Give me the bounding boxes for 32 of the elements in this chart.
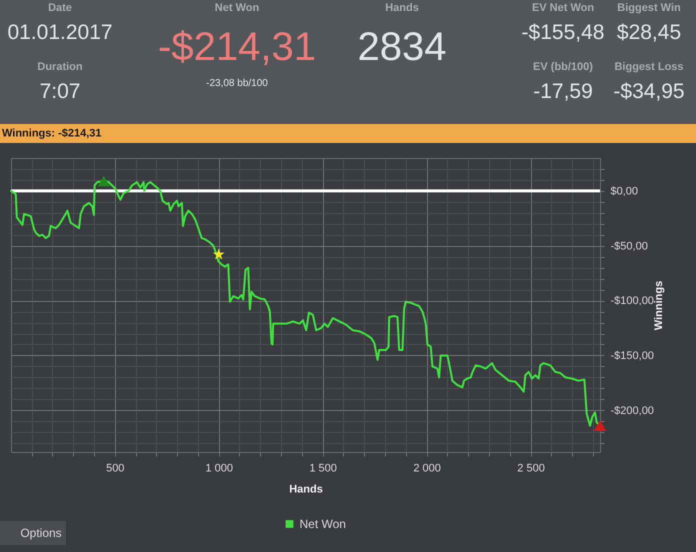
- text: 01.01.2017: [7, 21, 113, 44]
- x-tick-label: 2 000: [413, 462, 441, 474]
- text: EV (bb/100): [533, 61, 594, 73]
- text: -23,08 bb/100: [206, 78, 268, 89]
- text: Biggest Loss: [614, 61, 684, 73]
- y-tick-label: -$200,00: [610, 404, 654, 417]
- x-tick-label: 1 500: [309, 462, 337, 474]
- y-tick-label: -$150,00: [610, 350, 654, 362]
- text: EV Net Won: [532, 2, 594, 14]
- text: Date: [48, 2, 72, 14]
- text: Options: [20, 526, 62, 540]
- text: Net Won: [214, 2, 260, 14]
- chart-title: Winnings: -$214,31: [2, 128, 102, 140]
- x-tick-label: 500: [106, 462, 124, 474]
- text: -$214,31: [158, 25, 316, 69]
- text: Hands: [385, 2, 419, 14]
- text: -17,59: [533, 80, 593, 103]
- y-tick-label: -$50,00: [610, 240, 648, 252]
- text: -$155,48: [522, 21, 604, 44]
- x-tick-label: 2 500: [517, 462, 545, 474]
- y-tick-label: -$100,00: [610, 295, 654, 308]
- text: $28,45: [616, 21, 682, 44]
- y-tick-label: $0,00: [610, 185, 638, 198]
- text: Biggest Win: [617, 2, 681, 14]
- text: 7:07: [40, 80, 80, 103]
- x-tick-label: 1 000: [205, 462, 233, 474]
- text: 2834: [358, 25, 446, 69]
- text: Duration: [37, 61, 83, 73]
- x-axis-title: Hands: [289, 484, 323, 496]
- y-axis-title: Winnings: [652, 280, 665, 330]
- legend-label: Net Won: [300, 517, 346, 531]
- text: -$34,95: [613, 80, 685, 103]
